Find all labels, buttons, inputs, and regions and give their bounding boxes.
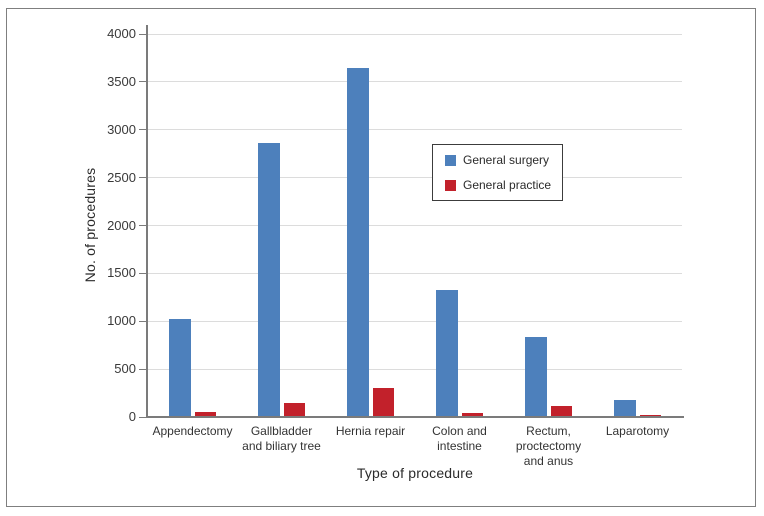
x-category-label-laparotomy: Laparotomy	[605, 424, 670, 438]
bar-general-practice-rectum-proctectomy-and-anus	[551, 405, 572, 417]
y-tick-label-4000: 4000	[107, 26, 136, 41]
y-tick-label-500: 500	[114, 361, 136, 377]
gridline-2500	[148, 177, 682, 179]
bar-general-practice-appendectomy	[195, 412, 216, 417]
x-category-label-gallbladder-and-biliary-tree: Gallbladder and biliary tree	[242, 424, 321, 453]
bar-general-practice-laparotomy	[640, 414, 661, 417]
x-axis-category-labels: Appendectomy Gallbladder and biliary tree…	[148, 424, 682, 469]
bar-general-surgery-gallbladder-and-biliary-tree	[258, 143, 280, 417]
y-tick-label-2500: 2500	[107, 169, 136, 185]
y-tick-mark-1000	[139, 320, 146, 322]
bar-general-practice-colon-and-intestine	[462, 413, 483, 417]
gridline-3000	[148, 129, 682, 131]
bar-general-surgery-appendectomy	[169, 319, 191, 417]
gridline-3500	[148, 81, 682, 83]
legend-label-general-surgery: General surgery	[463, 153, 550, 167]
y-tick-mark-4000	[139, 33, 146, 35]
x-category-label-colon-and-intestine: Colon and intestine	[432, 424, 487, 453]
y-tick-mark-0	[139, 416, 146, 418]
y-tick-label-1000: 1000	[107, 313, 136, 329]
legend-swatch-general-practice	[445, 179, 456, 191]
legend-swatch-general-surgery	[445, 154, 456, 166]
gridline-500	[148, 368, 682, 370]
legend-item-general-practice: General practice	[445, 178, 562, 192]
y-axis-line	[146, 25, 148, 418]
y-tick-mark-2000	[139, 225, 146, 226]
x-axis-line	[146, 416, 684, 418]
x-category-label-rectum-proctectomy-and-anus: Rectum, proctectomy and anus	[515, 424, 582, 468]
y-tick-mark-2500	[139, 177, 146, 179]
y-tick-mark-500	[139, 368, 146, 370]
legend: General surgery General practice	[432, 144, 563, 201]
figure-border	[6, 8, 756, 507]
gridline-4000	[148, 33, 682, 35]
y-tick-mark-3500	[139, 81, 146, 83]
bar-general-surgery-laparotomy	[614, 400, 636, 417]
y-tick-label-1500: 1500	[107, 265, 136, 281]
x-axis-title: Type of procedure	[356, 465, 474, 481]
legend-label-general-practice: General practice	[463, 178, 552, 192]
gridline-1500	[148, 272, 682, 274]
y-tick-label-0: 0	[128, 409, 136, 424]
y-tick-label-3500: 3500	[107, 73, 136, 89]
y-tick-mark-3000	[139, 129, 146, 131]
plot-area	[148, 33, 682, 417]
legend-item-general-surgery: General surgery	[445, 153, 562, 167]
x-category-label-appendectomy: Appendectomy	[152, 424, 233, 438]
gridline-2000	[148, 225, 682, 226]
y-tick-label-3000: 3000	[107, 121, 136, 137]
bar-general-practice-gallbladder-and-biliary-tree	[284, 402, 305, 417]
bar-general-surgery-colon-and-intestine	[436, 289, 458, 417]
y-tick-mark-1500	[139, 272, 146, 274]
bar-general-surgery-rectum-proctectomy-and-anus	[525, 336, 547, 417]
gridline-1000	[148, 320, 682, 322]
y-tick-label-2000: 2000	[107, 217, 136, 233]
bar-general-surgery-hernia-repair	[347, 67, 369, 417]
bar-general-practice-hernia-repair	[373, 388, 394, 417]
x-category-label-hernia-repair: Hernia repair	[335, 424, 406, 438]
